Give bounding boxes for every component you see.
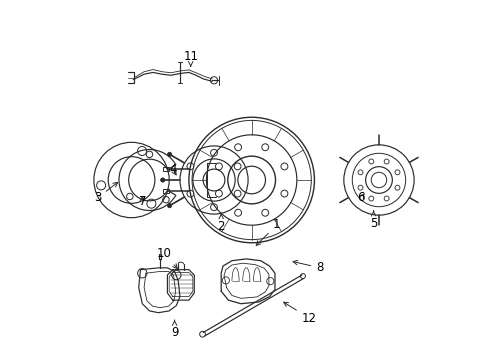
Text: 6: 6	[357, 192, 364, 204]
Circle shape	[167, 152, 171, 157]
Circle shape	[160, 178, 164, 182]
Text: 8: 8	[292, 260, 323, 274]
Text: 2: 2	[217, 214, 224, 233]
Circle shape	[167, 203, 171, 208]
Text: 3: 3	[94, 183, 118, 204]
Text: 5: 5	[369, 211, 377, 230]
Text: 11: 11	[183, 50, 198, 66]
Text: 4: 4	[169, 163, 176, 176]
Text: 9: 9	[170, 320, 178, 339]
Text: 7: 7	[138, 195, 146, 208]
Text: 1: 1	[256, 218, 280, 246]
Text: 10: 10	[156, 247, 177, 269]
Text: 12: 12	[283, 302, 316, 325]
